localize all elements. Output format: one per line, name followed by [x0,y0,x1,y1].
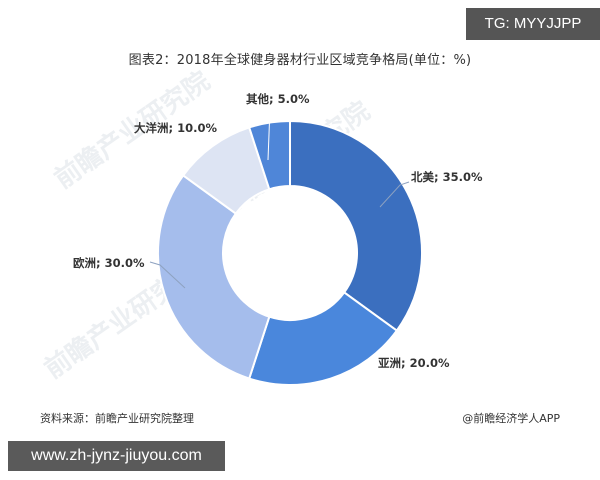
donut-segment-asia [247,290,399,386]
leader-line-other [267,107,271,161]
chart-title: 图表2：2018年全球健身器材行业区域竞争格局(单位：%) [128,53,472,68]
donut-segment-other [247,119,291,191]
donut-segment-north-america [289,119,423,332]
data-label-north-america: 北美; 35.0% [411,170,483,184]
donut-segment-europe [157,174,271,380]
source-note: 资料来源：前瞻产业研究院整理 [40,412,194,425]
credit-note: @前瞻经济学人APP [462,412,560,425]
leader-line-europe [149,261,186,289]
telegram-badge: TG: MYYJJPP [466,8,600,40]
url-badge: www.zh-jynz-jiuyou.com [8,441,225,471]
data-label-asia: 亚洲; 20.0% [378,356,450,370]
data-label-other: 其他; 5.0% [246,92,310,106]
data-label-oceania: 大洋洲; 10.0% [134,121,217,135]
leader-line-north-america [379,181,410,208]
data-label-europe: 欧洲; 30.0% [73,256,145,270]
